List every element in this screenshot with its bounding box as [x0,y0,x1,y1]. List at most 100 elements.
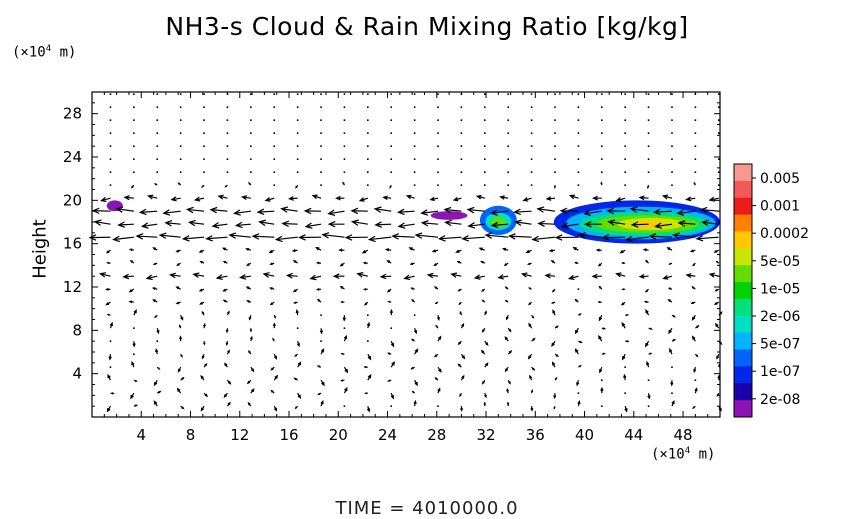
wind-vector [661,194,673,200]
wind-vector [248,181,252,186]
wind-vector [601,327,607,330]
wind-vector [460,171,463,173]
wind-vector [343,327,346,329]
wind-vector [133,379,138,382]
wind-vector [342,315,346,322]
wind-vector [269,287,275,290]
wind-vector [410,287,415,290]
wind-vector [250,388,255,394]
wind-vector [164,220,181,227]
wind-vector [367,158,369,160]
wind-vector [226,349,230,355]
wind-vector [364,301,369,306]
wind-vector [598,314,603,322]
wind-vector [198,249,205,253]
x-tick-label: 36 [526,426,545,444]
wind-vector [503,262,509,266]
wind-vector [654,222,673,229]
wind-vector [647,158,650,160]
wind-vector [551,288,556,293]
wind-vector [249,328,253,333]
wind-vector [530,145,533,147]
wind-vector [203,341,206,346]
wind-vector [467,222,485,229]
wind-vector [624,158,626,160]
wind-vector [403,274,415,281]
wind-vector [413,184,416,186]
wind-vector [669,348,673,355]
wind-vector [694,132,697,134]
wind-vector [367,353,372,361]
wind-vector [203,322,206,329]
wind-vector [409,262,415,266]
wind-vector [576,380,580,387]
wind-vector [273,119,276,121]
wind-vector [117,221,134,228]
wind-vector [342,181,345,186]
wind-vector [694,145,697,147]
wind-vector [574,298,579,303]
wind-vector [133,171,135,173]
wind-vector [466,206,485,214]
wind-vector [695,325,700,329]
wind-vector [577,184,580,186]
wind-vector [410,366,415,370]
wind-vector [497,274,509,280]
wind-vector [578,313,582,316]
wind-vector [133,309,137,316]
colorbar-frame [733,163,753,418]
wind-vector [320,314,322,316]
wind-vector [530,93,533,95]
wind-vector [109,158,112,160]
wind-vector [513,208,532,216]
wind-vector [410,338,415,342]
wind-vector [366,406,371,413]
wind-vector [264,196,275,202]
wind-vector [248,349,252,355]
wind-vector [692,405,696,410]
wind-vector [642,248,649,252]
wind-vector [504,366,509,373]
wind-vector [320,379,325,387]
wind-vector [358,197,369,202]
wind-vector [507,184,510,186]
wind-vector [109,340,112,342]
wind-vector [350,207,368,215]
wind-vector [624,171,626,173]
wind-vector [484,232,509,239]
wind-vector [536,206,556,213]
x-tick-label: 40 [575,426,594,444]
wind-vector [504,286,509,290]
wind-vector [694,387,698,394]
wind-vector [528,322,533,329]
wind-vector [550,301,556,304]
wind-vector [296,145,299,147]
wind-vector [292,288,298,293]
wind-vector [413,145,416,147]
wind-vector [122,273,134,280]
wind-vector [457,363,462,368]
wind-vector [577,145,580,147]
wind-vector [179,158,182,160]
wind-vector [344,234,368,241]
wind-vector [455,249,462,253]
wind-vector [273,171,276,173]
wind-vector [717,106,720,108]
colorbar-segment [734,265,752,283]
wind-vector [387,379,392,382]
colorbar-segment [734,383,752,401]
wind-vector [450,272,462,278]
wind-vector [671,171,673,173]
wind-vector [507,349,513,355]
wind-vector [484,340,489,346]
wind-vector [367,93,369,95]
wind-vector [413,158,416,160]
wind-vector [624,145,626,147]
wind-vector [484,362,489,368]
wind-vector [199,260,205,264]
wind-vector [256,208,275,216]
wind-vector [666,247,673,251]
wind-vector [175,249,181,253]
wind-vector [600,405,603,407]
wind-vector [554,376,558,381]
